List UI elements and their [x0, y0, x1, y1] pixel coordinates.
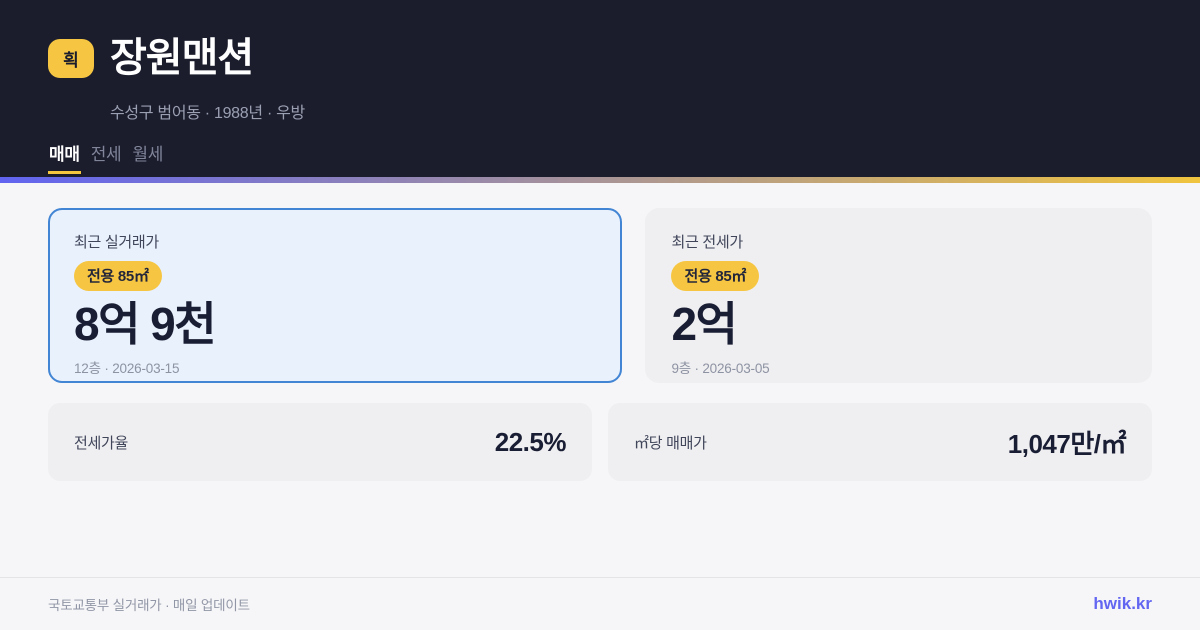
sale-card-label: 최근 실거래가 — [74, 234, 159, 251]
price-per-sqm-label: ㎡당 매매가 — [634, 434, 707, 452]
jeonse-card-label: 최근 전세가 — [671, 234, 743, 251]
price-per-sqm-card: ㎡당 매매가 1,047만/㎡ — [608, 403, 1152, 481]
jeonse-area-badge: 전용 85㎡ — [671, 261, 760, 291]
header-gradient-divider — [0, 177, 1200, 183]
stat-card-row: 전세가율 22.5% ㎡당 매매가 1,047만/㎡ — [48, 403, 1152, 481]
recent-sale-price-card: 최근 실거래가 전용 85㎡ 8억 9천 12층 · 2026-03-15 — [48, 208, 623, 383]
tab-bar: 매매 전세 월세 — [48, 140, 1152, 174]
tab-jeonse[interactable]: 전세 — [90, 145, 122, 164]
header: 획 장원맨션 수성구 범어동 · 1988년 · 우방 매매 전세 월세 — [0, 0, 1200, 177]
footer: 국토교통부 실거래가 · 매일 업데이트 hwik.kr — [0, 577, 1200, 630]
jeonse-ratio-label: 전세가율 — [74, 434, 129, 452]
main-content: 최근 실거래가 전용 85㎡ 8억 9천 12층 · 2026-03-15 최근… — [0, 183, 1200, 577]
recent-jeonse-price-card: 최근 전세가 전용 85㎡ 2억 9층 · 2026-03-05 — [645, 208, 1152, 383]
jeonse-ratio-card: 전세가율 22.5% — [48, 403, 592, 481]
brand-link[interactable]: hwik.kr — [1093, 594, 1152, 613]
sale-price-detail: 12층 · 2026-03-15 — [74, 360, 180, 376]
sale-area-badge: 전용 85㎡ — [74, 261, 162, 291]
building-subtitle: 수성구 범어동 · 1988년 · 우방 — [110, 105, 305, 122]
price-card-row: 최근 실거래가 전용 85㎡ 8억 9천 12층 · 2026-03-15 최근… — [48, 208, 1152, 383]
data-source-text: 국토교통부 실거래가 · 매일 업데이트 — [48, 598, 250, 613]
title-row: 획 장원맨션 — [48, 38, 1152, 78]
logo-badge-glyph: 획 — [63, 50, 79, 70]
page-title: 장원맨션 — [110, 36, 254, 80]
tab-wolse[interactable]: 월세 — [132, 145, 164, 164]
tab-maemae[interactable]: 매매 — [48, 140, 81, 174]
price-per-sqm-value: 1,047만/㎡ — [1007, 428, 1127, 459]
jeonse-price-value: 2억 — [671, 298, 737, 350]
jeonse-ratio-value: 22.5% — [494, 426, 567, 457]
logo-badge: 획 — [48, 38, 94, 78]
sale-price-value: 8억 9천 — [74, 298, 217, 350]
jeonse-price-detail: 9층 · 2026-03-05 — [671, 360, 770, 376]
